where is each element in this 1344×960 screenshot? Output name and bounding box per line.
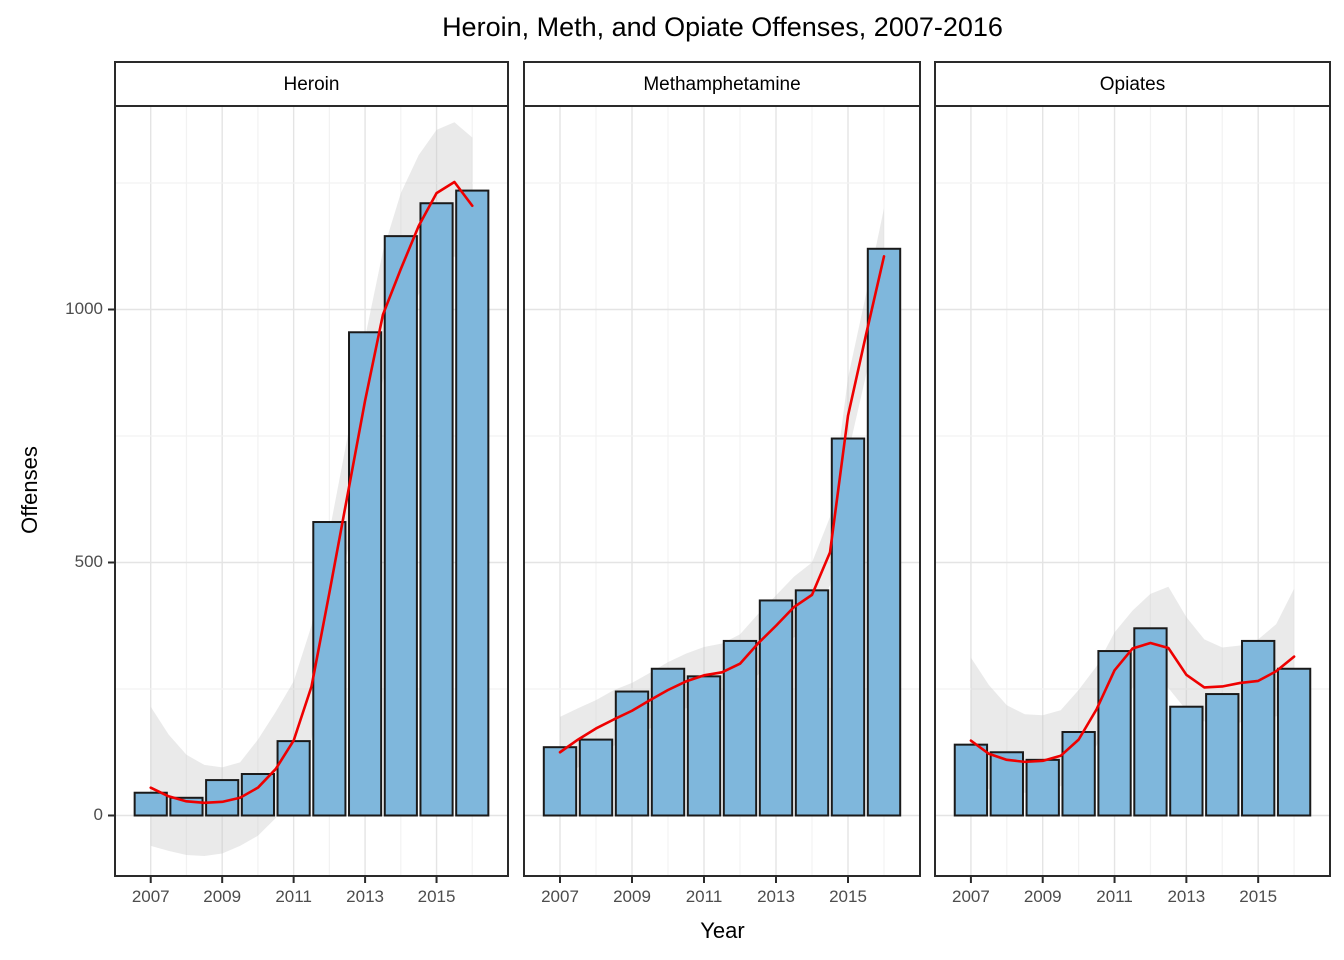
x-tick-label: 2015 bbox=[418, 887, 456, 906]
facet-opiates: Opiates 2007 2009 2011 2013 2015 bbox=[934, 61, 1331, 906]
bar bbox=[650, 667, 686, 817]
bar bbox=[348, 331, 383, 817]
bar bbox=[1097, 650, 1132, 817]
confidence-ribbon bbox=[970, 586, 1295, 795]
bar bbox=[953, 743, 989, 817]
smooth-line bbox=[558, 255, 886, 754]
y-tick-label: 500 bbox=[75, 552, 103, 571]
x-tick-label: 2011 bbox=[1096, 887, 1133, 906]
chart-title: Heroin, Meth, and Opiate Offenses, 2007-… bbox=[442, 12, 1003, 42]
bar bbox=[383, 235, 418, 817]
smooth-line bbox=[969, 641, 1296, 764]
bar bbox=[455, 189, 490, 817]
facet-strip bbox=[934, 61, 1331, 107]
bar bbox=[578, 738, 614, 817]
x-tick-label: 2015 bbox=[1239, 887, 1277, 906]
x-tick-label: 2009 bbox=[1024, 887, 1062, 906]
bar bbox=[1061, 731, 1096, 817]
bar bbox=[419, 202, 454, 817]
facet-heroin: Heroin 2007 2009 2011 2013 2015 bbox=[114, 61, 509, 906]
facet-strip bbox=[523, 61, 921, 107]
facet-methamphetamine: Methamphetamine 2007 2009 2011 2013 2015 bbox=[523, 61, 921, 906]
x-tick-label: 2009 bbox=[613, 887, 651, 906]
x-tick-label: 2011 bbox=[686, 887, 723, 906]
bar bbox=[686, 675, 722, 817]
bar bbox=[1205, 693, 1240, 817]
bar bbox=[542, 746, 578, 817]
x-axis-label: Year bbox=[700, 918, 745, 943]
bar bbox=[1025, 758, 1060, 817]
bar bbox=[1133, 627, 1168, 817]
x-tick-label: 2013 bbox=[346, 887, 384, 906]
x-tick-label: 2007 bbox=[952, 887, 990, 906]
x-tick-label: 2013 bbox=[1167, 887, 1205, 906]
bar bbox=[989, 751, 1024, 817]
confidence-ribbon bbox=[560, 208, 884, 787]
x-tick-label: 2009 bbox=[203, 887, 241, 906]
bar bbox=[1241, 639, 1276, 817]
bar bbox=[722, 639, 758, 817]
bar bbox=[1169, 705, 1204, 817]
x-tick-label: 2015 bbox=[829, 887, 867, 906]
bar bbox=[205, 779, 240, 817]
bar bbox=[758, 599, 794, 817]
facet-strip-label: Methamphetamine bbox=[643, 74, 800, 95]
x-tick-label: 2007 bbox=[541, 887, 579, 906]
facet-strip-label: Opiates bbox=[1100, 74, 1165, 95]
bar bbox=[312, 521, 347, 817]
bar bbox=[794, 589, 830, 817]
x-tick-label: 2013 bbox=[757, 887, 795, 906]
x-tick-label: 2007 bbox=[132, 887, 170, 906]
bar bbox=[866, 247, 902, 817]
facet-strip-label: Heroin bbox=[284, 74, 340, 95]
facet-strip bbox=[114, 61, 509, 107]
bar bbox=[276, 740, 311, 817]
x-tick-label: 2011 bbox=[275, 887, 312, 906]
bar bbox=[133, 791, 168, 817]
bar bbox=[1276, 667, 1312, 817]
y-tick-label: 1000 bbox=[65, 299, 103, 318]
smooth-line bbox=[149, 180, 474, 805]
y-tick-label: 0 bbox=[94, 805, 103, 824]
